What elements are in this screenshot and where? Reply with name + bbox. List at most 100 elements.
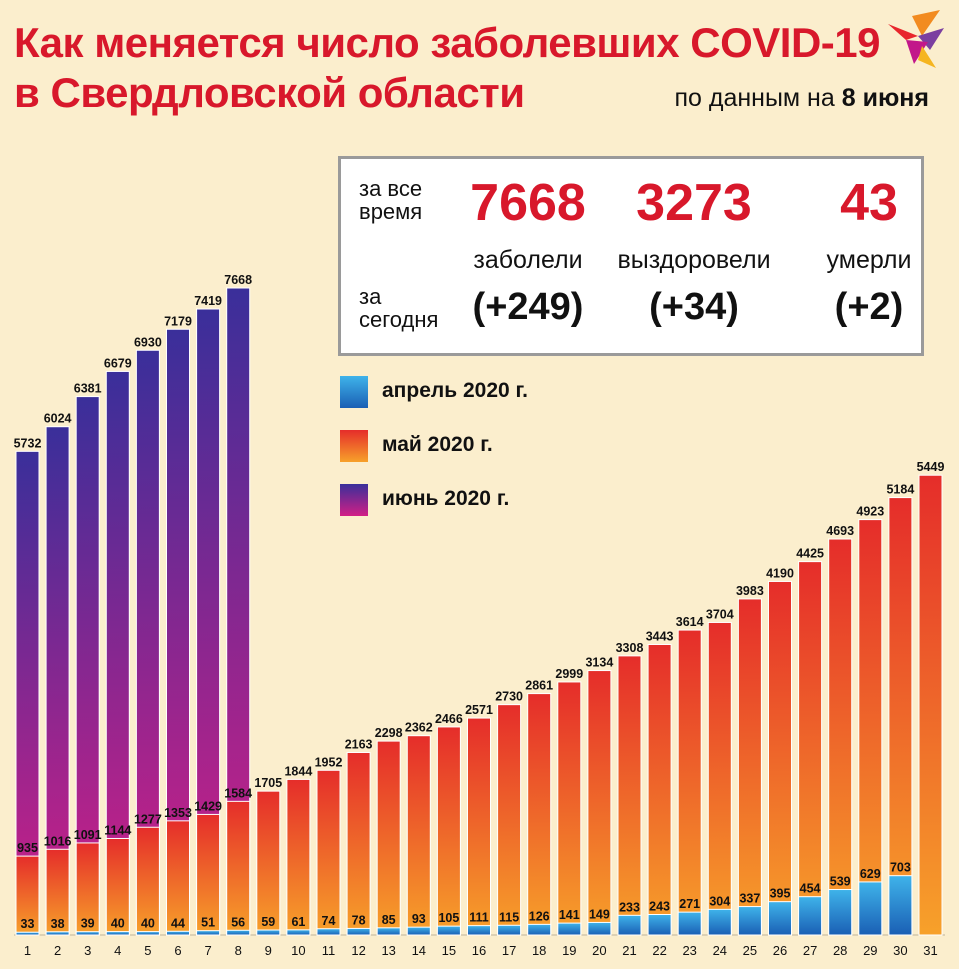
bar-may-day-10 <box>286 778 311 936</box>
value-label-may-day-29: 4923 <box>856 505 884 519</box>
value-label-april-day-11: 74 <box>322 914 336 928</box>
value-label-april-day-14: 93 <box>412 912 426 926</box>
value-label-june-day-6: 7179 <box>164 314 192 328</box>
cases-total: 7668 <box>470 174 586 232</box>
bar-may-day-12 <box>346 751 371 936</box>
x-tick-label-30: 30 <box>893 943 907 958</box>
value-label-june-day-5: 6930 <box>134 335 162 349</box>
deaths-column: 43 умерли (+2) <box>769 175 959 329</box>
today-row-label-line2: сегодня <box>359 307 439 332</box>
x-tick-label-15: 15 <box>442 943 456 958</box>
value-label-april-day-17: 115 <box>499 910 519 924</box>
value-label-may-day-5: 1277 <box>134 812 162 826</box>
today-row-label: за сегодня <box>359 285 438 331</box>
bar-april-day-18 <box>527 923 552 936</box>
value-label-may-day-19: 2999 <box>555 667 583 681</box>
x-tick-label-25: 25 <box>743 943 757 958</box>
value-label-may-day-16: 2571 <box>465 703 493 717</box>
value-label-april-day-10: 61 <box>291 915 305 929</box>
bar-april-day-19 <box>557 922 582 936</box>
value-label-may-day-4: 1144 <box>104 823 131 837</box>
summary-box: за все время за сегодня 7668 заболели (+… <box>338 156 924 356</box>
bar-may-day-27 <box>798 561 823 936</box>
title: Как меняется число заболевших COVID-19 в… <box>14 18 880 118</box>
april-bars <box>15 875 913 936</box>
bar-april-day-3 <box>75 931 100 936</box>
bar-april-day-22 <box>647 913 672 936</box>
value-label-april-day-21: 233 <box>619 900 640 914</box>
bar-april-day-12 <box>346 927 371 936</box>
legend-may-label: май 2020 г. <box>382 433 493 456</box>
value-label-april-day-25: 337 <box>739 892 760 906</box>
value-label-april-day-29: 629 <box>860 867 881 881</box>
value-label-april-day-8: 56 <box>231 915 245 929</box>
recovered-column: 3273 выздоровели (+34) <box>594 175 794 329</box>
x-tick-label-12: 12 <box>351 943 365 958</box>
value-label-june-day-8: 7668 <box>224 273 252 287</box>
value-label-june-day-7: 7419 <box>194 294 222 308</box>
value-label-may-day-10: 1844 <box>284 764 312 778</box>
bar-may-day-11 <box>316 769 341 936</box>
x-tick-label-1: 1 <box>24 943 31 958</box>
bar-april-day-7 <box>196 930 221 936</box>
value-label-april-day-1: 33 <box>21 917 35 931</box>
value-label-may-day-17: 2730 <box>495 690 523 704</box>
bar-april-day-28 <box>828 889 853 936</box>
value-label-june-day-4: 6679 <box>104 356 132 370</box>
cases-label: заболели <box>473 246 583 274</box>
bar-may-day-14 <box>406 735 431 936</box>
deaths-label: умерли <box>826 246 912 274</box>
x-tick-label-28: 28 <box>833 943 847 958</box>
value-label-april-day-9: 59 <box>261 915 275 929</box>
value-label-may-day-3: 1091 <box>74 828 102 842</box>
bar-april-day-30 <box>888 875 913 936</box>
x-tick-label-19: 19 <box>562 943 576 958</box>
bar-april-day-15 <box>436 925 461 936</box>
deaths-total: 43 <box>840 174 898 232</box>
cases-column: 7668 заболели (+249) <box>428 175 628 329</box>
value-label-april-day-5: 40 <box>141 917 155 931</box>
bar-april-day-23 <box>677 911 702 936</box>
bar-april-day-9 <box>256 929 281 936</box>
bar-may-day-22 <box>647 643 672 936</box>
bar-april-day-4 <box>105 931 130 936</box>
bar-may-day-25 <box>737 598 762 936</box>
x-tick-label-17: 17 <box>502 943 516 958</box>
value-label-may-day-26: 4190 <box>766 566 794 580</box>
value-label-april-day-2: 38 <box>51 917 65 931</box>
value-label-may-day-31: 5449 <box>917 460 945 474</box>
title-line-2: в Свердловской области <box>14 69 525 116</box>
legend-june-label: июнь 2020 г. <box>382 487 510 510</box>
x-tick-labels: 1 2 3 4 5 6 7 8 9 10 11 12 13 14 15 16 17 18 19 20 21 22 23 24 2… <box>24 943 938 958</box>
x-tick-label-4: 4 <box>114 943 121 958</box>
bar-april-day-8 <box>226 929 251 936</box>
bar-april-day-21 <box>617 914 642 936</box>
bar-april-day-10 <box>286 929 311 936</box>
value-label-may-day-13: 2298 <box>375 726 403 740</box>
value-label-may-day-11: 1952 <box>315 755 343 769</box>
value-label-may-day-22: 3443 <box>646 629 674 643</box>
x-tick-label-6: 6 <box>174 943 181 958</box>
cases-delta: (+249) <box>472 286 584 328</box>
value-label-april-day-13: 85 <box>382 913 396 927</box>
bar-april-day-17 <box>497 924 522 936</box>
value-label-april-day-3: 39 <box>81 917 95 931</box>
brand-logo <box>888 10 944 68</box>
deaths-delta: (+2) <box>834 286 904 328</box>
value-label-april-day-26: 395 <box>770 887 791 901</box>
bar-may-day-13 <box>376 740 401 936</box>
value-label-april-day-6: 44 <box>171 916 185 930</box>
bar-april-day-11 <box>316 928 341 936</box>
x-tick-label-5: 5 <box>144 943 151 958</box>
x-tick-label-23: 23 <box>682 943 696 958</box>
recovered-total: 3273 <box>636 174 752 232</box>
title-line-1: Как меняется число заболевших COVID-19 <box>14 19 880 66</box>
bar-april-day-27 <box>798 896 823 936</box>
x-tick-label-21: 21 <box>622 943 636 958</box>
x-tick-label-3: 3 <box>84 943 91 958</box>
x-tick-label-14: 14 <box>412 943 426 958</box>
bar-may-day-9 <box>256 790 281 936</box>
bar-april-day-2 <box>45 931 70 936</box>
